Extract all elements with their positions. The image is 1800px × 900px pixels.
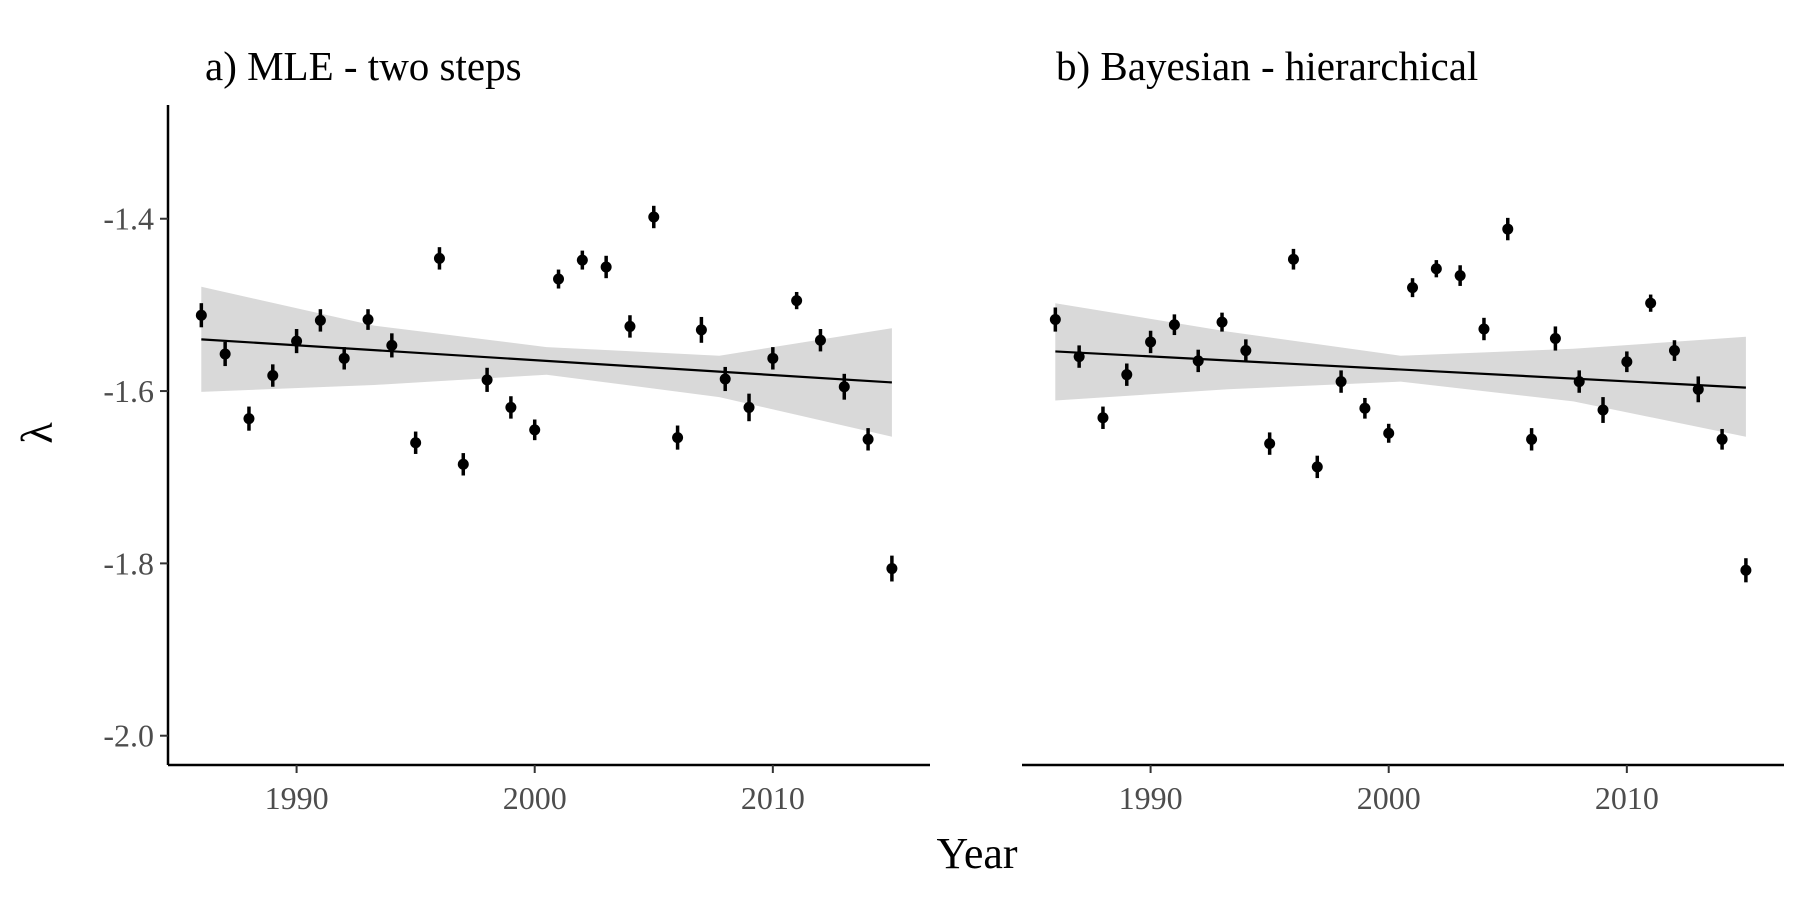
data-point (362, 314, 374, 326)
data-point (1216, 316, 1228, 328)
x-axis-title: Year (936, 829, 1017, 878)
data-point (1073, 351, 1085, 363)
data-point (481, 374, 493, 386)
x-tick-label: 1990 (265, 780, 329, 816)
data-point (814, 334, 826, 346)
x-tick-label: 2000 (1357, 780, 1421, 816)
data-point (1454, 270, 1466, 282)
data-point (314, 314, 326, 326)
x-ticks-b: 1990 2000 2010 (1119, 765, 1659, 816)
trend-line (201, 338, 892, 384)
data-point (1502, 223, 1514, 235)
panel-title-b: b) Bayesian - hierarchical (1056, 43, 1478, 89)
data-point (457, 458, 469, 470)
x-ticks-a: 1990 2000 2010 (265, 765, 805, 816)
data-point (1573, 376, 1585, 388)
data-point (1430, 263, 1442, 275)
data-point (1407, 282, 1419, 294)
y-axis-title: λ (13, 422, 62, 444)
y-tick-label: -1.8 (103, 545, 154, 581)
data-point (1264, 438, 1276, 450)
data-point (1478, 323, 1490, 335)
data-point (291, 335, 303, 347)
data-point (791, 295, 803, 307)
data-point (1740, 564, 1752, 576)
data-point (1621, 356, 1633, 368)
data-point (767, 352, 779, 364)
data-point (219, 348, 231, 360)
data-point (672, 432, 684, 444)
y-tick-label: -1.6 (103, 373, 154, 409)
data-point (1145, 336, 1157, 348)
y-tick-label: -2.0 (103, 718, 154, 754)
data-point (505, 401, 517, 413)
x-tick-label: 1990 (1119, 780, 1183, 816)
x-tick-label: 2010 (741, 780, 805, 816)
data-point (1049, 314, 1061, 326)
data-point (624, 320, 636, 332)
data-point (1287, 253, 1299, 265)
x-tick-label: 2010 (1595, 780, 1659, 816)
data-point (243, 413, 255, 425)
data-point (1692, 383, 1704, 395)
data-point (1716, 433, 1728, 445)
data-point (1526, 433, 1538, 445)
data-point (886, 563, 898, 575)
data-point (410, 437, 422, 449)
data-point (1645, 297, 1657, 309)
data-point (553, 273, 565, 285)
data-point (1168, 319, 1180, 331)
data-point (338, 352, 350, 364)
data-point (862, 433, 874, 445)
data-point (1383, 427, 1395, 439)
y-tick-label: -1.4 (103, 201, 154, 237)
data-point (1597, 404, 1609, 416)
data-point (195, 309, 207, 321)
data-point (1311, 461, 1323, 473)
points-b (1049, 223, 1752, 576)
panel-mle: -2.0 -1.8 -1.6 -1.4 1990 2000 2010 a) MLE - t… (103, 43, 930, 816)
data-point (1359, 402, 1371, 414)
data-point (1192, 355, 1204, 367)
points-a (195, 211, 898, 575)
data-point (743, 401, 755, 413)
y-ticks: -2.0 -1.8 -1.6 -1.4 (103, 201, 168, 754)
data-point (695, 324, 707, 336)
trend-line (1055, 350, 1746, 389)
x-tick-label: 2000 (503, 780, 567, 816)
data-point (838, 381, 850, 393)
data-point (1121, 369, 1133, 381)
panel-bayesian: 1990 2000 2010 b) Bayesian - hierarchical (1022, 43, 1784, 816)
trend-line-a (201, 338, 892, 384)
data-point (648, 211, 660, 223)
data-point (576, 254, 588, 266)
panel-title-a: a) MLE - two steps (205, 43, 522, 89)
x-axis-a: 1990 2000 2010 (168, 763, 930, 816)
data-point (386, 339, 398, 351)
data-point (1668, 345, 1680, 357)
data-point (529, 424, 541, 436)
data-point (1240, 345, 1252, 357)
data-point (267, 370, 279, 382)
data-point (600, 261, 612, 273)
data-point (719, 373, 731, 385)
trend-line-b (1055, 350, 1746, 389)
data-point (1097, 412, 1109, 424)
data-point (1335, 376, 1347, 388)
y-axis: -2.0 -1.8 -1.6 -1.4 (103, 105, 170, 765)
x-axis-b: 1990 2000 2010 (1022, 763, 1784, 816)
data-point (433, 252, 445, 264)
data-point (1549, 332, 1561, 344)
